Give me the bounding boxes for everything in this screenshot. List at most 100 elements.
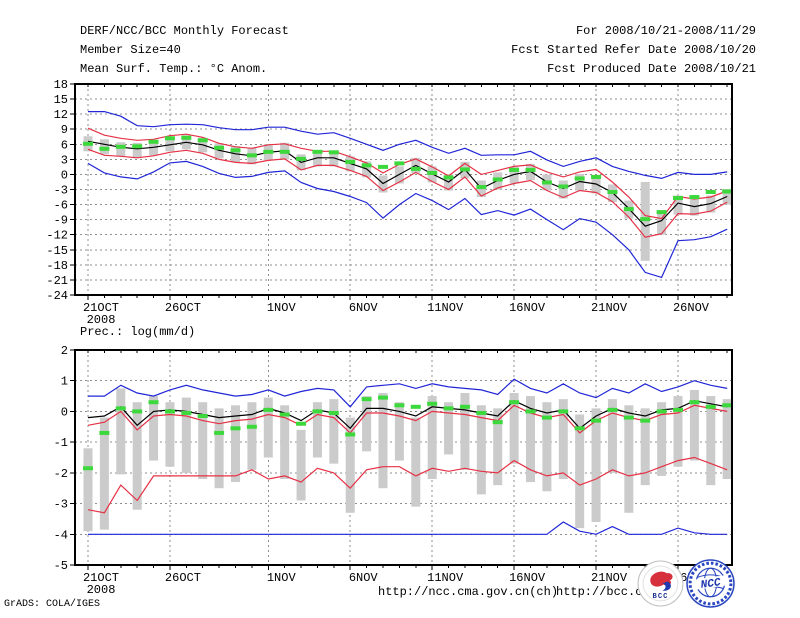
spread-bar — [99, 139, 109, 155]
observation-dash — [673, 196, 684, 201]
x-axis-label: 6NOV — [349, 571, 379, 585]
observation-dash — [99, 430, 110, 435]
observation-dash — [181, 135, 192, 140]
spread-bar — [673, 195, 683, 215]
spread-bar — [575, 414, 585, 529]
observation-dash — [83, 141, 93, 146]
observation-dash — [279, 412, 290, 417]
observation-dash — [640, 418, 651, 423]
x-axis-label: 21OCT — [83, 571, 119, 585]
observation-dash — [525, 167, 536, 172]
observation-dash — [410, 404, 421, 409]
y-axis-label: -6 — [54, 199, 68, 213]
observation-dash — [148, 400, 159, 405]
observation-dash — [607, 190, 618, 195]
spread-bar — [607, 399, 617, 473]
spread-bar — [116, 142, 126, 157]
y-axis-label: 12 — [54, 108, 68, 122]
spread-bar — [312, 402, 322, 458]
precipitation-chart-title: Prec.: log(mm/d) — [80, 325, 196, 339]
spread-bar — [132, 402, 142, 510]
observation-dash — [492, 177, 503, 182]
temperature-chart-title: Mean Surf. Temp.: °C Anom. — [80, 62, 268, 76]
bcc-logo-text: BCC — [653, 593, 669, 601]
observation-dash — [132, 144, 143, 149]
series-ensemble-mean — [87, 140, 728, 227]
y-axis-label: 18 — [54, 78, 68, 92]
observation-dash — [558, 409, 569, 414]
spread-bar — [689, 389, 699, 461]
observation-dash — [312, 149, 323, 154]
observation-dash — [99, 146, 110, 151]
series-ensemble-max — [88, 378, 728, 408]
y-axis-label: -3 — [54, 184, 68, 198]
observation-dash — [476, 184, 487, 189]
spread-bar — [132, 142, 142, 158]
observation-dash — [263, 407, 274, 412]
spread-bar — [198, 402, 208, 479]
observation-dash — [378, 395, 389, 400]
observation-dash — [541, 180, 552, 185]
observation-dash — [214, 430, 225, 435]
observation-dash — [689, 400, 700, 405]
series-upper-bound — [87, 127, 728, 220]
x-axis-label: 21NOV — [591, 571, 628, 585]
spread-bar — [640, 408, 650, 486]
y-axis-label: -21 — [46, 274, 68, 288]
observation-dash — [476, 410, 487, 415]
spread-bar — [444, 402, 454, 455]
observation-dash — [459, 404, 470, 409]
spread-bar — [329, 399, 339, 464]
observation-dash — [492, 420, 503, 425]
spread-bar — [591, 175, 601, 194]
spread-bar — [509, 166, 519, 184]
y-axis-label: 0 — [61, 405, 68, 419]
y-axis-label: -1 — [54, 436, 68, 450]
observation-dash — [427, 401, 438, 406]
observation-dash — [394, 161, 405, 166]
x-axis-year-label: 2008 — [87, 583, 116, 597]
y-axis-label: -24 — [46, 289, 68, 303]
observation-dash — [263, 149, 274, 154]
fcst-produced-label: Fcst Produced Date 2008/10/21 — [547, 62, 756, 76]
y-axis-label: 3 — [61, 153, 68, 167]
x-axis-label: 21OCT — [83, 301, 119, 315]
observation-dash — [525, 409, 536, 414]
x-axis-year-label: 2008 — [87, 313, 116, 327]
x-axis-label: 16NOV — [509, 571, 546, 585]
observation-dash — [279, 149, 290, 154]
observation-dash — [591, 174, 602, 179]
observation-dash — [345, 432, 356, 437]
observation-dash — [164, 136, 175, 141]
y-axis-label: -3 — [54, 498, 68, 512]
x-axis-label: 11NOV — [427, 571, 464, 585]
observation-dash — [541, 415, 552, 420]
observation-dash — [705, 404, 716, 409]
x-axis-label: 1NOV — [267, 571, 297, 585]
observation-dash — [214, 145, 225, 150]
spread-bar — [83, 448, 93, 532]
x-axis-label: 16NOV — [509, 301, 546, 315]
observation-dash — [607, 407, 618, 412]
x-axis-label: 26OCT — [165, 301, 201, 315]
observation-dash — [656, 409, 667, 414]
spread-bar — [722, 399, 732, 479]
y-axis-label: 15 — [54, 93, 68, 107]
observation-dash — [574, 176, 585, 181]
spread-bar — [394, 402, 404, 461]
ncc-logo-text: NCC — [700, 577, 722, 592]
y-axis-label: 9 — [61, 123, 68, 137]
spread-bar — [247, 402, 257, 470]
series-lower-bound — [87, 148, 728, 238]
observation-dash — [443, 175, 454, 180]
observation-dash — [574, 426, 585, 431]
y-axis-label: -2 — [54, 467, 68, 481]
spread-bar — [493, 408, 503, 486]
observation-dash — [115, 144, 126, 149]
observation-dash — [640, 217, 651, 222]
x-axis-label: 11NOV — [427, 301, 464, 315]
observation-dash — [722, 403, 733, 408]
